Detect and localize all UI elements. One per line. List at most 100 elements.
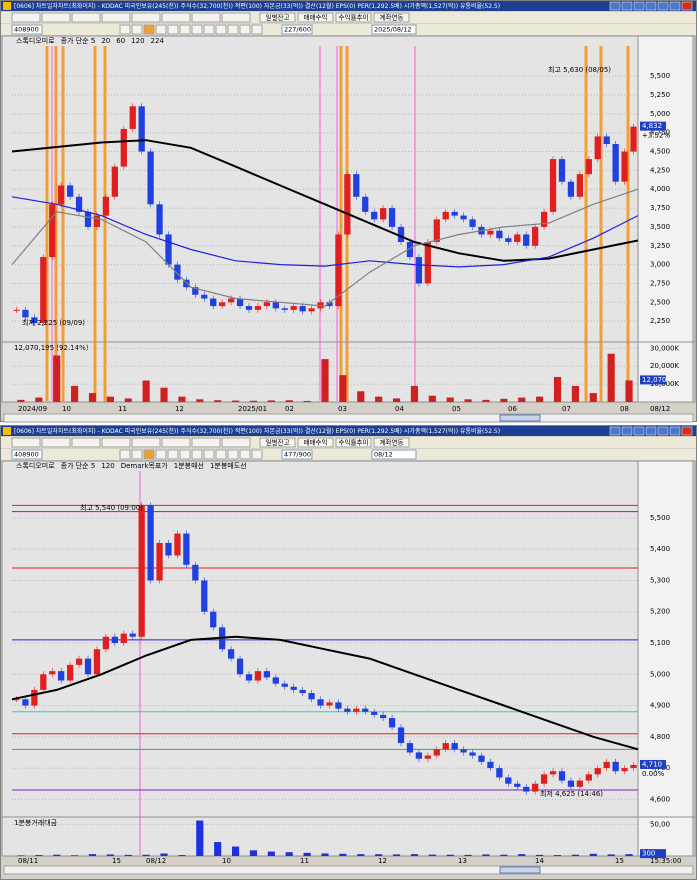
candle bbox=[84, 658, 92, 675]
scrollbar[interactable] bbox=[3, 413, 694, 423]
code-box[interactable] bbox=[11, 24, 43, 35]
title-button[interactable] bbox=[609, 426, 621, 436]
title-button[interactable] bbox=[669, 426, 681, 436]
menu-button[interactable] bbox=[161, 437, 191, 448]
candle bbox=[290, 306, 297, 310]
date-box[interactable] bbox=[371, 24, 417, 35]
menu-button[interactable] bbox=[41, 437, 71, 448]
title-button[interactable] bbox=[645, 426, 657, 436]
volume-bar bbox=[124, 398, 132, 402]
period-button[interactable] bbox=[179, 24, 191, 35]
volume-bar bbox=[71, 385, 79, 402]
toolbar-button[interactable] bbox=[259, 437, 296, 448]
title-button[interactable] bbox=[621, 1, 633, 11]
candle bbox=[13, 699, 20, 701]
period-button[interactable] bbox=[251, 24, 263, 35]
menu-button[interactable] bbox=[131, 12, 161, 23]
menu-button[interactable] bbox=[71, 437, 101, 448]
y-tick-label: 2,250 bbox=[650, 317, 670, 325]
period-button[interactable] bbox=[179, 449, 191, 460]
period-button[interactable] bbox=[215, 449, 227, 460]
title-button[interactable] bbox=[645, 1, 657, 11]
period-button[interactable] bbox=[239, 449, 251, 460]
menu-button[interactable] bbox=[101, 12, 131, 23]
legend-item: 120 bbox=[101, 462, 114, 470]
toolbar-button[interactable] bbox=[259, 12, 296, 23]
title-button[interactable] bbox=[681, 1, 693, 11]
count-box[interactable] bbox=[281, 24, 313, 35]
toolbar-button[interactable] bbox=[335, 437, 372, 448]
menu-button[interactable] bbox=[161, 12, 191, 23]
bar-count: 227/600 bbox=[284, 26, 311, 34]
candle bbox=[451, 743, 458, 750]
period-button[interactable] bbox=[251, 449, 263, 460]
candle bbox=[317, 699, 324, 706]
period-button[interactable] bbox=[167, 449, 179, 460]
candle bbox=[165, 234, 172, 265]
title-button[interactable] bbox=[657, 426, 669, 436]
period-button[interactable] bbox=[131, 24, 143, 35]
toolbar-button[interactable] bbox=[297, 12, 334, 23]
title-button[interactable] bbox=[609, 1, 621, 11]
period-button[interactable] bbox=[131, 449, 143, 460]
candle bbox=[567, 181, 575, 197]
period-button[interactable] bbox=[155, 24, 167, 35]
volume-bar bbox=[589, 853, 597, 856]
period-button[interactable] bbox=[167, 24, 179, 35]
period-button[interactable] bbox=[239, 24, 251, 35]
title-button[interactable] bbox=[633, 426, 645, 436]
signal-band bbox=[584, 46, 588, 402]
title-button[interactable] bbox=[669, 1, 681, 11]
candle bbox=[603, 136, 610, 144]
toolbar-button[interactable] bbox=[297, 437, 334, 448]
app-icon bbox=[3, 2, 11, 10]
moving-average bbox=[11, 635, 639, 751]
scroll-thumb[interactable] bbox=[499, 866, 541, 874]
menu-button[interactable] bbox=[101, 437, 131, 448]
period-button[interactable] bbox=[215, 24, 227, 35]
menu-button[interactable] bbox=[41, 12, 71, 23]
period-button[interactable] bbox=[227, 24, 239, 35]
menu-button[interactable] bbox=[221, 12, 251, 23]
title-button[interactable] bbox=[621, 426, 633, 436]
candle bbox=[138, 106, 145, 152]
title-button[interactable] bbox=[633, 1, 645, 11]
period-button[interactable] bbox=[191, 449, 203, 460]
candle bbox=[111, 166, 118, 197]
title-button[interactable] bbox=[657, 1, 669, 11]
menu-button[interactable] bbox=[71, 12, 101, 23]
menu-button[interactable] bbox=[11, 12, 41, 23]
period-button[interactable] bbox=[155, 449, 167, 460]
menu-button[interactable] bbox=[191, 437, 221, 448]
period-button[interactable] bbox=[191, 24, 203, 35]
period-button[interactable] bbox=[203, 24, 215, 35]
menu-button[interactable] bbox=[11, 437, 41, 448]
toolbar-button[interactable] bbox=[373, 437, 410, 448]
period-button[interactable] bbox=[119, 24, 131, 35]
toolbar-button[interactable] bbox=[335, 12, 372, 23]
toolbar-button[interactable] bbox=[373, 12, 410, 23]
x-tick-label: 10 bbox=[62, 405, 71, 413]
period-button[interactable] bbox=[203, 449, 215, 460]
volume-bar bbox=[536, 396, 544, 402]
y-tick-label: 4,000 bbox=[650, 185, 670, 193]
period-button[interactable] bbox=[119, 449, 131, 460]
scrollbar[interactable] bbox=[3, 865, 694, 875]
volume-bar bbox=[53, 355, 61, 402]
candle bbox=[514, 783, 521, 787]
date-box[interactable] bbox=[371, 449, 417, 460]
title-button[interactable] bbox=[681, 426, 693, 436]
x-tick-label: 08/12 bbox=[146, 857, 166, 865]
candle bbox=[236, 658, 244, 675]
volume-bar bbox=[464, 399, 472, 402]
scroll-thumb[interactable] bbox=[499, 414, 541, 422]
menu-button[interactable] bbox=[221, 437, 251, 448]
menu-button[interactable] bbox=[131, 437, 161, 448]
menu-button[interactable] bbox=[191, 12, 221, 23]
count-box[interactable] bbox=[281, 449, 313, 460]
period-button[interactable] bbox=[143, 24, 155, 35]
period-button[interactable] bbox=[143, 449, 155, 460]
period-button[interactable] bbox=[227, 449, 239, 460]
last-volume: 12,070K bbox=[642, 376, 671, 384]
code-box[interactable] bbox=[11, 449, 43, 460]
